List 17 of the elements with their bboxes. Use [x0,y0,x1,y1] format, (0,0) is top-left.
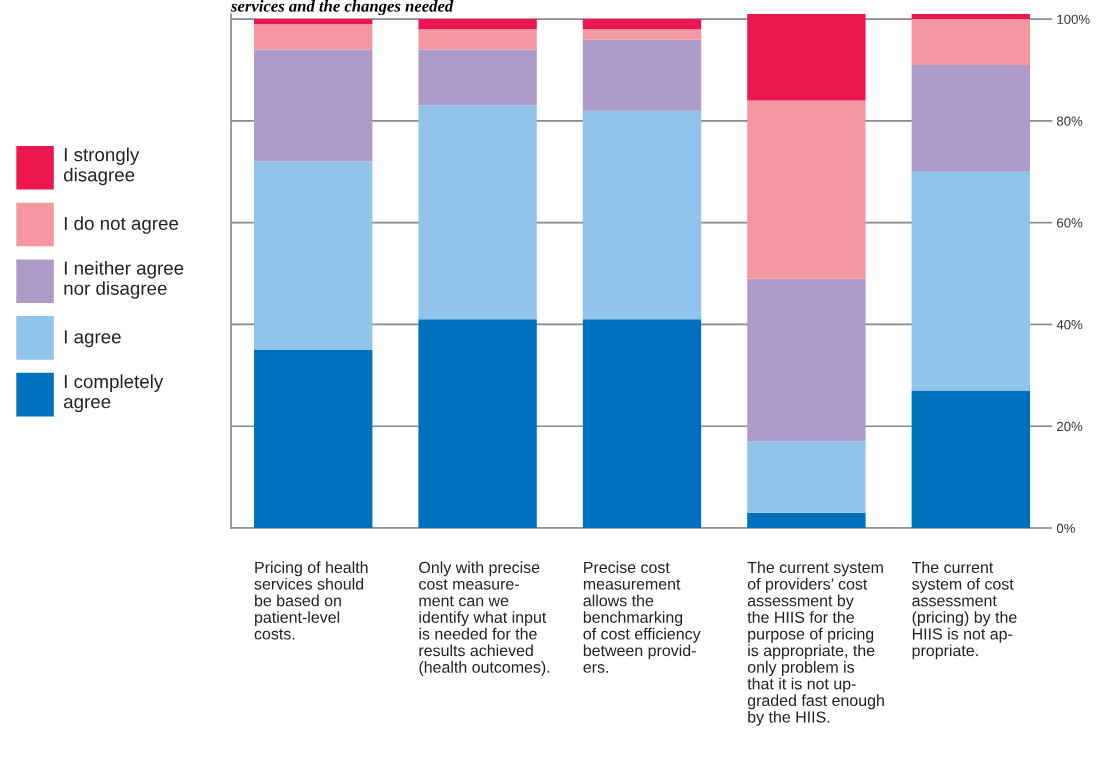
legend-label: I neither agree nor disagree [64,260,184,299]
legend-label: I do not agree [64,216,179,234]
x-tick-label: Pricing of health services should be based on patient-level costs. [254,561,368,640]
x-tick-label: Precise cost measurement allows the benchmarking of cost efficiency between provid- ers. [583,561,701,673]
chart-title: services and the changes needed [230,0,454,16]
legend-label: I strongly disagree [63,147,140,186]
y-tick-label: 0% [1056,523,1075,533]
legend-label: I completely agree [63,374,164,413]
y-tick-label: 100% [1057,14,1090,24]
x-tick-label: The current system of cost assessment (pricing) by the HIIS is not ap- propriate. [911,561,1017,660]
x-tick-label: Only with precise cost measure- ment can we identify what input is needed for the results achieved (health outcomes). [419,561,550,676]
y-tick-label: 40% [1056,320,1083,330]
y-tick-label: 60% [1057,218,1083,228]
y-tick-label: 20% [1057,421,1083,432]
category-label: The current system of providers’ cost assessment by the HIIS for the purpose of pricing is appropriate, the only problem is that it is not up- graded fast enough by the HIIS. [747,561,884,726]
legend-label: I agree [64,330,121,348]
y-tick-label: 80% [1056,116,1083,126]
